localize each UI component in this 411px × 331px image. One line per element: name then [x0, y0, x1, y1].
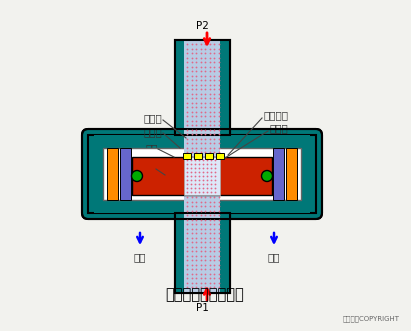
- Bar: [175, 40, 230, 145]
- Bar: [273, 148, 284, 200]
- Bar: [216, 153, 224, 159]
- Circle shape: [132, 170, 143, 181]
- Bar: [132, 157, 272, 195]
- Bar: [175, 213, 230, 293]
- FancyBboxPatch shape: [82, 129, 322, 219]
- Bar: [175, 40, 230, 135]
- Text: P2: P2: [196, 21, 208, 31]
- Text: 硅杯: 硅杯: [145, 143, 158, 153]
- Text: 电流: 电流: [268, 252, 280, 262]
- Bar: [286, 148, 297, 200]
- Text: 东方仿真COPYRIGHT: 东方仿真COPYRIGHT: [343, 315, 400, 322]
- Bar: [120, 148, 131, 200]
- Text: 电流: 电流: [134, 252, 146, 262]
- Bar: [103, 148, 301, 200]
- Bar: [175, 40, 230, 135]
- Bar: [194, 153, 202, 159]
- Bar: [183, 153, 191, 159]
- Text: 硅膜片: 硅膜片: [270, 123, 289, 133]
- Text: 高压腔: 高压腔: [143, 127, 162, 137]
- Text: 扩散硅式压力传感器: 扩散硅式压力传感器: [166, 288, 245, 303]
- Text: 引线: 引线: [143, 163, 155, 173]
- Circle shape: [261, 170, 272, 181]
- Bar: [107, 148, 118, 200]
- Bar: [184, 40, 220, 293]
- Text: P1: P1: [196, 303, 208, 313]
- Bar: [184, 157, 220, 195]
- Text: 低压腔: 低压腔: [143, 113, 162, 123]
- Bar: [205, 153, 213, 159]
- Bar: [175, 213, 230, 293]
- Text: 扩散电阻: 扩散电阻: [264, 110, 289, 120]
- Bar: [94, 135, 310, 213]
- Bar: [88, 135, 316, 213]
- Bar: [175, 208, 230, 293]
